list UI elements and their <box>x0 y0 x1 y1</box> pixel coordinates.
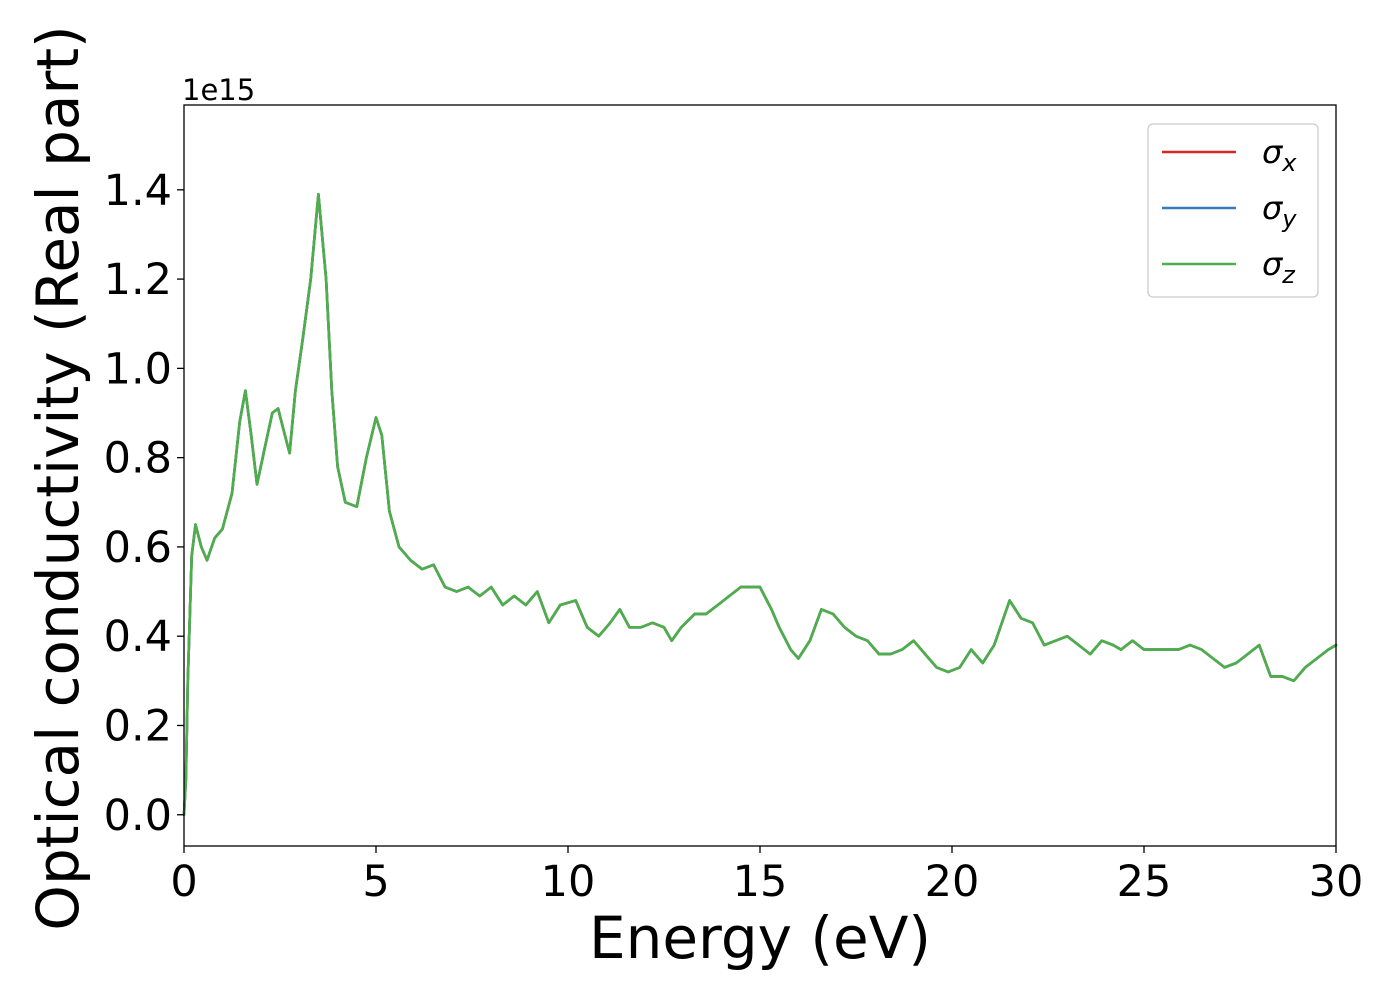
plot-area <box>182 104 1338 847</box>
y-tick-label: 0.2 <box>104 701 172 751</box>
x-tick-label: 0 <box>170 857 197 907</box>
y-tick-label: 0.4 <box>104 612 172 662</box>
plot-background <box>184 105 1336 846</box>
y-axis-ticks: 0.0 0.2 0.4 0.6 0.8 1.0 1.2 1.4 <box>104 166 184 841</box>
y-tick-label: 0.8 <box>104 434 172 484</box>
x-tick-label: 10 <box>541 857 596 907</box>
x-tick-label: 30 <box>1309 857 1364 907</box>
x-tick-label: 20 <box>925 857 980 907</box>
x-axis-ticks: 0 5 10 15 20 25 30 <box>170 846 1363 907</box>
y-tick-label: 0.0 <box>104 791 172 841</box>
y-tick-label: 1.2 <box>104 255 172 305</box>
x-tick-label: 15 <box>733 857 788 907</box>
series-line-3 <box>182 193 1338 817</box>
series-group <box>182 193 1338 817</box>
y-tick-label: 0.6 <box>104 523 172 573</box>
x-tick-label: 5 <box>362 857 389 907</box>
y-tick-label: 1.0 <box>104 344 172 394</box>
x-tick-label: 25 <box>1117 857 1172 907</box>
legend-frame <box>1147 123 1319 298</box>
y-tick-label: 1.4 <box>104 166 172 216</box>
legend-label-z: σz <box>1262 245 1296 289</box>
y-axis-title: Optical conductivity (Real part) <box>24 25 92 930</box>
y-offset-label: 1e15 <box>182 73 255 107</box>
x-axis-title: Energy (eV) <box>589 904 931 972</box>
